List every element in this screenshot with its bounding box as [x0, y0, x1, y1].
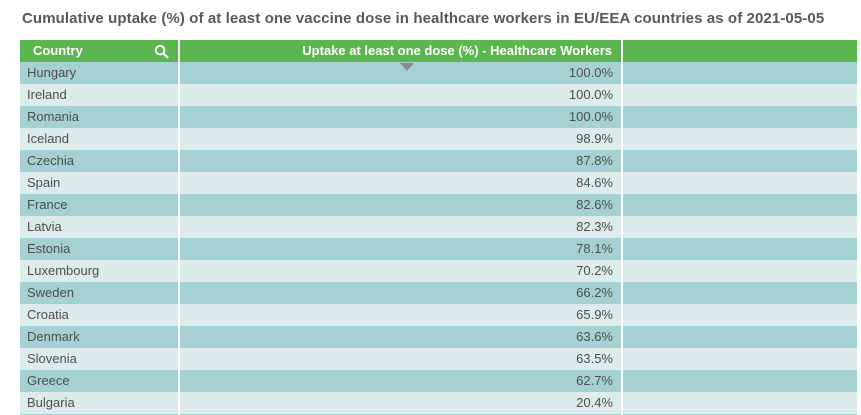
uptake-cell: 82.3% [178, 216, 621, 238]
uptake-cell: 100.0% [178, 62, 621, 84]
country-cell: Greece [27, 373, 70, 388]
country-cell: Czechia [27, 153, 74, 168]
empty-cell [621, 172, 857, 194]
uptake-cell: 63.5% [178, 348, 621, 370]
table-row: Croatia 65.9% [20, 304, 857, 326]
table-row: Spain 84.6% [20, 172, 857, 194]
uptake-cell: 66.2% [178, 282, 621, 304]
empty-cell [621, 326, 857, 348]
table-body: Hungary 100.0% Ireland 100.0% Romania 10… [20, 62, 857, 415]
country-cell: Sweden [27, 285, 74, 300]
empty-cell [621, 392, 857, 414]
table-row: France 82.6% [20, 194, 857, 216]
country-cell: Spain [27, 175, 61, 190]
table-row: Iceland 98.9% [20, 128, 857, 150]
page-title: Cumulative uptake (%) of at least one va… [22, 10, 825, 27]
empty-cell [621, 62, 857, 84]
table-row: Sweden 66.2% [20, 282, 857, 304]
country-cell: Croatia [27, 307, 69, 322]
country-cell: Latvia [27, 219, 62, 234]
uptake-cell: 87.8% [178, 150, 621, 172]
empty-cell [621, 128, 857, 150]
empty-cell [621, 216, 857, 238]
country-cell: France [27, 197, 68, 212]
uptake-cell: 98.9% [178, 128, 621, 150]
uptake-cell: 63.6% [178, 326, 621, 348]
country-cell: Bulgaria [27, 395, 75, 410]
empty-cell [621, 150, 857, 172]
table-row: Hungary 100.0% [20, 62, 857, 84]
table-header-row: Country Uptake at least one dose (%) - H… [20, 40, 857, 62]
column-header-empty [621, 40, 857, 62]
empty-cell [621, 304, 857, 326]
table-row: Ireland 100.0% [20, 84, 857, 106]
table-row: Greece 62.7% [20, 370, 857, 392]
empty-cell [621, 348, 857, 370]
empty-cell [621, 106, 857, 128]
uptake-cell: 62.7% [178, 370, 621, 392]
country-cell: Slovenia [27, 351, 77, 366]
country-cell: Denmark [27, 329, 80, 344]
country-cell: Romania [27, 109, 80, 124]
column-header-country[interactable]: Country [20, 40, 178, 62]
table-row: Denmark 63.6% [20, 326, 857, 348]
table-row: Romania 100.0% [20, 106, 857, 128]
empty-cell [621, 282, 857, 304]
country-header-label: Country [33, 43, 83, 58]
uptake-table: Country Uptake at least one dose (%) - H… [20, 40, 857, 415]
country-cell: Iceland [27, 131, 69, 146]
uptake-cell: 82.6% [178, 194, 621, 216]
search-icon[interactable] [154, 44, 169, 59]
empty-cell [621, 370, 857, 392]
country-cell: Hungary [27, 65, 77, 80]
country-cell: Luxembourg [27, 263, 100, 278]
sort-descending-icon[interactable] [400, 63, 414, 71]
empty-cell [621, 84, 857, 106]
empty-cell [621, 194, 857, 216]
column-header-uptake[interactable]: Uptake at least one dose (%) - Healthcar… [178, 40, 621, 62]
uptake-cell: 100.0% [178, 84, 621, 106]
table-row: Czechia 87.8% [20, 150, 857, 172]
uptake-cell: 100.0% [178, 106, 621, 128]
table-row: Latvia 82.3% [20, 216, 857, 238]
empty-cell [621, 260, 857, 282]
uptake-cell: 70.2% [178, 260, 621, 282]
table-row: Bulgaria 20.4% [20, 392, 857, 414]
country-cell: Ireland [27, 87, 67, 102]
empty-cell [621, 238, 857, 260]
table-row: Luxembourg 70.2% [20, 260, 857, 282]
table-row: Slovenia 63.5% [20, 348, 857, 370]
uptake-cell: 84.6% [178, 172, 621, 194]
uptake-cell: 65.9% [178, 304, 621, 326]
country-cell: Estonia [27, 241, 71, 256]
table-row: Estonia 78.1% [20, 238, 857, 260]
uptake-cell: 78.1% [178, 238, 621, 260]
uptake-cell: 20.4% [178, 392, 621, 414]
